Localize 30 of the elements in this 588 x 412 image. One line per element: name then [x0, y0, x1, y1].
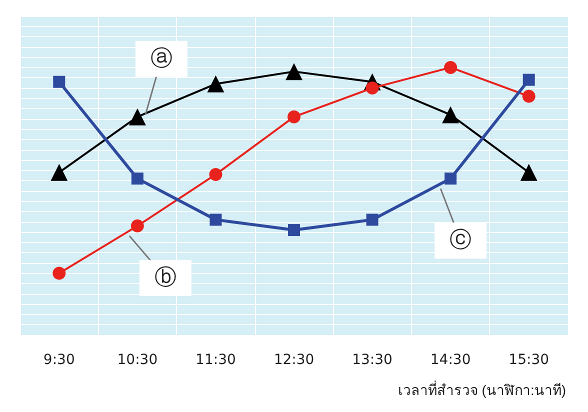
point	[444, 60, 458, 74]
point	[522, 90, 536, 103]
point	[520, 164, 538, 181]
annotation: ⓑ	[154, 265, 176, 290]
x-tick-label: 12:30	[274, 352, 314, 368]
point	[444, 172, 457, 185]
x-tick-label: 10:30	[117, 352, 158, 368]
x-tick-label: 11:30	[196, 352, 236, 368]
point	[366, 214, 378, 226]
point	[128, 108, 146, 126]
x-tick-label: 13:30	[352, 352, 392, 368]
point	[53, 76, 66, 88]
point	[209, 168, 222, 181]
annotation: ⓐ	[150, 46, 172, 72]
point	[130, 219, 144, 232]
x-tick-label: 9:30	[43, 352, 75, 368]
point	[522, 74, 535, 86]
x-tick-label: 15:30	[508, 352, 550, 368]
point	[286, 63, 302, 80]
x-tick-label: 14:30	[430, 352, 471, 368]
point	[50, 164, 68, 181]
annotation: ⓒ	[450, 228, 472, 254]
x-axis-title: เวลาที่สำรวจ (นาฬิกา:นาที)	[398, 381, 566, 398]
point	[207, 75, 224, 92]
point	[52, 266, 66, 280]
point	[288, 224, 300, 236]
point	[210, 214, 222, 226]
point	[288, 110, 300, 124]
point	[131, 172, 144, 185]
point	[442, 106, 460, 124]
